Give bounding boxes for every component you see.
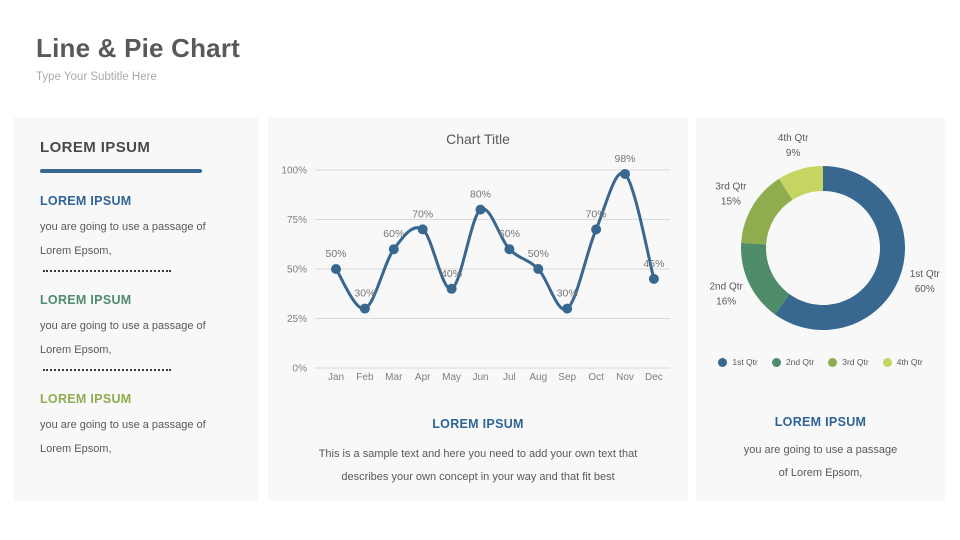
legend-item: 4th Qtr <box>882 357 923 367</box>
svg-text:Jun: Jun <box>472 372 488 383</box>
section-body: you are going to use a passage of Lorem … <box>40 419 206 455</box>
line-chart-panel: Chart Title 0% 25% 50% 75% 100% Jan Feb Mar Apr M… <box>268 117 688 501</box>
svg-text:Dec: Dec <box>645 372 663 383</box>
svg-text:Aug: Aug <box>529 372 547 383</box>
left-panel-heading: LOREM IPSUM <box>40 139 151 156</box>
section-body: you are going to use a passage of Lorem … <box>40 221 206 257</box>
legend-item: 3rd Qtr <box>828 357 869 367</box>
legend-item: 2nd Qtr <box>771 357 815 367</box>
pie-chart-panel: 1st Qtr 60% 2nd Qtr 16% 3rd Qtr 15% 4th Qtr 9% … <box>696 117 945 501</box>
page-title: Line & Pie Chart <box>36 33 241 63</box>
svg-text:60%: 60% <box>383 228 404 240</box>
legend-dot-icon <box>828 357 838 367</box>
accent-underline-bar <box>40 169 202 173</box>
middle-panel-heading: LOREM IPSUM <box>432 417 524 431</box>
svg-text:Oct: Oct <box>588 372 604 383</box>
svg-text:Nov: Nov <box>616 372 634 383</box>
svg-text:Jan: Jan <box>328 372 344 383</box>
dotted-separator <box>43 369 171 371</box>
right-panel-body: you are going to use a passage of Lorem … <box>696 439 945 485</box>
right-panel-heading: LOREM IPSUM <box>774 415 867 429</box>
svg-text:60%: 60% <box>499 228 520 240</box>
legend-item: 1st Qtr <box>718 357 758 367</box>
left-section-2: LOREM IPSUM you are going to use a passa… <box>40 293 232 371</box>
svg-text:50%: 50% <box>325 248 346 260</box>
legend-dot-icon <box>771 357 781 367</box>
chart-legend: 1st Qtr 2nd Qtr 3rd Qtr 4th Qtr <box>696 357 945 367</box>
svg-text:Feb: Feb <box>356 372 374 383</box>
svg-text:Apr: Apr <box>415 372 431 383</box>
body-line: you are going to use a passage <box>743 444 898 456</box>
section-heading: LOREM IPSUM <box>40 194 132 208</box>
svg-text:Mar: Mar <box>385 372 403 383</box>
legend-label: 1st Qtr <box>732 357 758 367</box>
dotted-separator <box>43 270 171 272</box>
left-section-1: LOREM IPSUM you are going to use a passa… <box>40 194 232 272</box>
left-text-panel: LOREM IPSUM LOREM IPSUM you are going to… <box>14 117 258 501</box>
middle-panel-body: This is a sample text and here you need … <box>268 443 688 489</box>
svg-text:Sep: Sep <box>558 372 576 383</box>
svg-text:May: May <box>442 372 461 383</box>
svg-text:Jul: Jul <box>503 372 516 383</box>
svg-text:25%: 25% <box>287 314 307 325</box>
legend-label: 2nd Qtr <box>785 357 815 367</box>
legend-label: 4th Qtr <box>896 357 923 367</box>
svg-text:50%: 50% <box>528 248 549 260</box>
chart-title: Chart Title <box>446 131 510 147</box>
svg-text:0%: 0% <box>293 364 308 375</box>
left-section-3: LOREM IPSUM you are going to use a passa… <box>40 392 232 461</box>
body-line: of Lorem Epsom, <box>778 467 863 479</box>
svg-text:98%: 98% <box>614 153 635 165</box>
svg-text:70%: 70% <box>586 208 607 220</box>
line-chart: 0% 25% 50% 75% 100% Jan Feb Mar Apr May Jun Jul Aug S… <box>281 153 670 383</box>
svg-text:40%: 40% <box>441 268 462 280</box>
body-line: describes your own concept in your way a… <box>341 471 615 483</box>
svg-text:30%: 30% <box>557 288 578 300</box>
svg-text:50%: 50% <box>287 265 307 276</box>
legend-dot-icon <box>882 357 892 367</box>
svg-text:30%: 30% <box>354 288 375 300</box>
page-subtitle: Type Your Subtitle Here <box>36 71 157 83</box>
donut-chart: 1st Qtr 60% 2nd Qtr 16% 3rd Qtr 15% 4th Qtr 9% <box>710 133 941 330</box>
svg-text:45%: 45% <box>643 258 664 270</box>
body-line: This is a sample text and here you need … <box>318 448 638 460</box>
svg-text:80%: 80% <box>470 189 491 201</box>
legend-dot-icon <box>718 357 728 367</box>
svg-text:100%: 100% <box>281 166 307 177</box>
section-heading: LOREM IPSUM <box>40 392 132 406</box>
legend-label: 3rd Qtr <box>842 357 869 367</box>
svg-text:75%: 75% <box>287 215 307 226</box>
svg-text:70%: 70% <box>412 208 433 220</box>
section-heading: LOREM IPSUM <box>40 293 132 307</box>
section-body: you are going to use a passage of Lorem … <box>40 320 206 356</box>
